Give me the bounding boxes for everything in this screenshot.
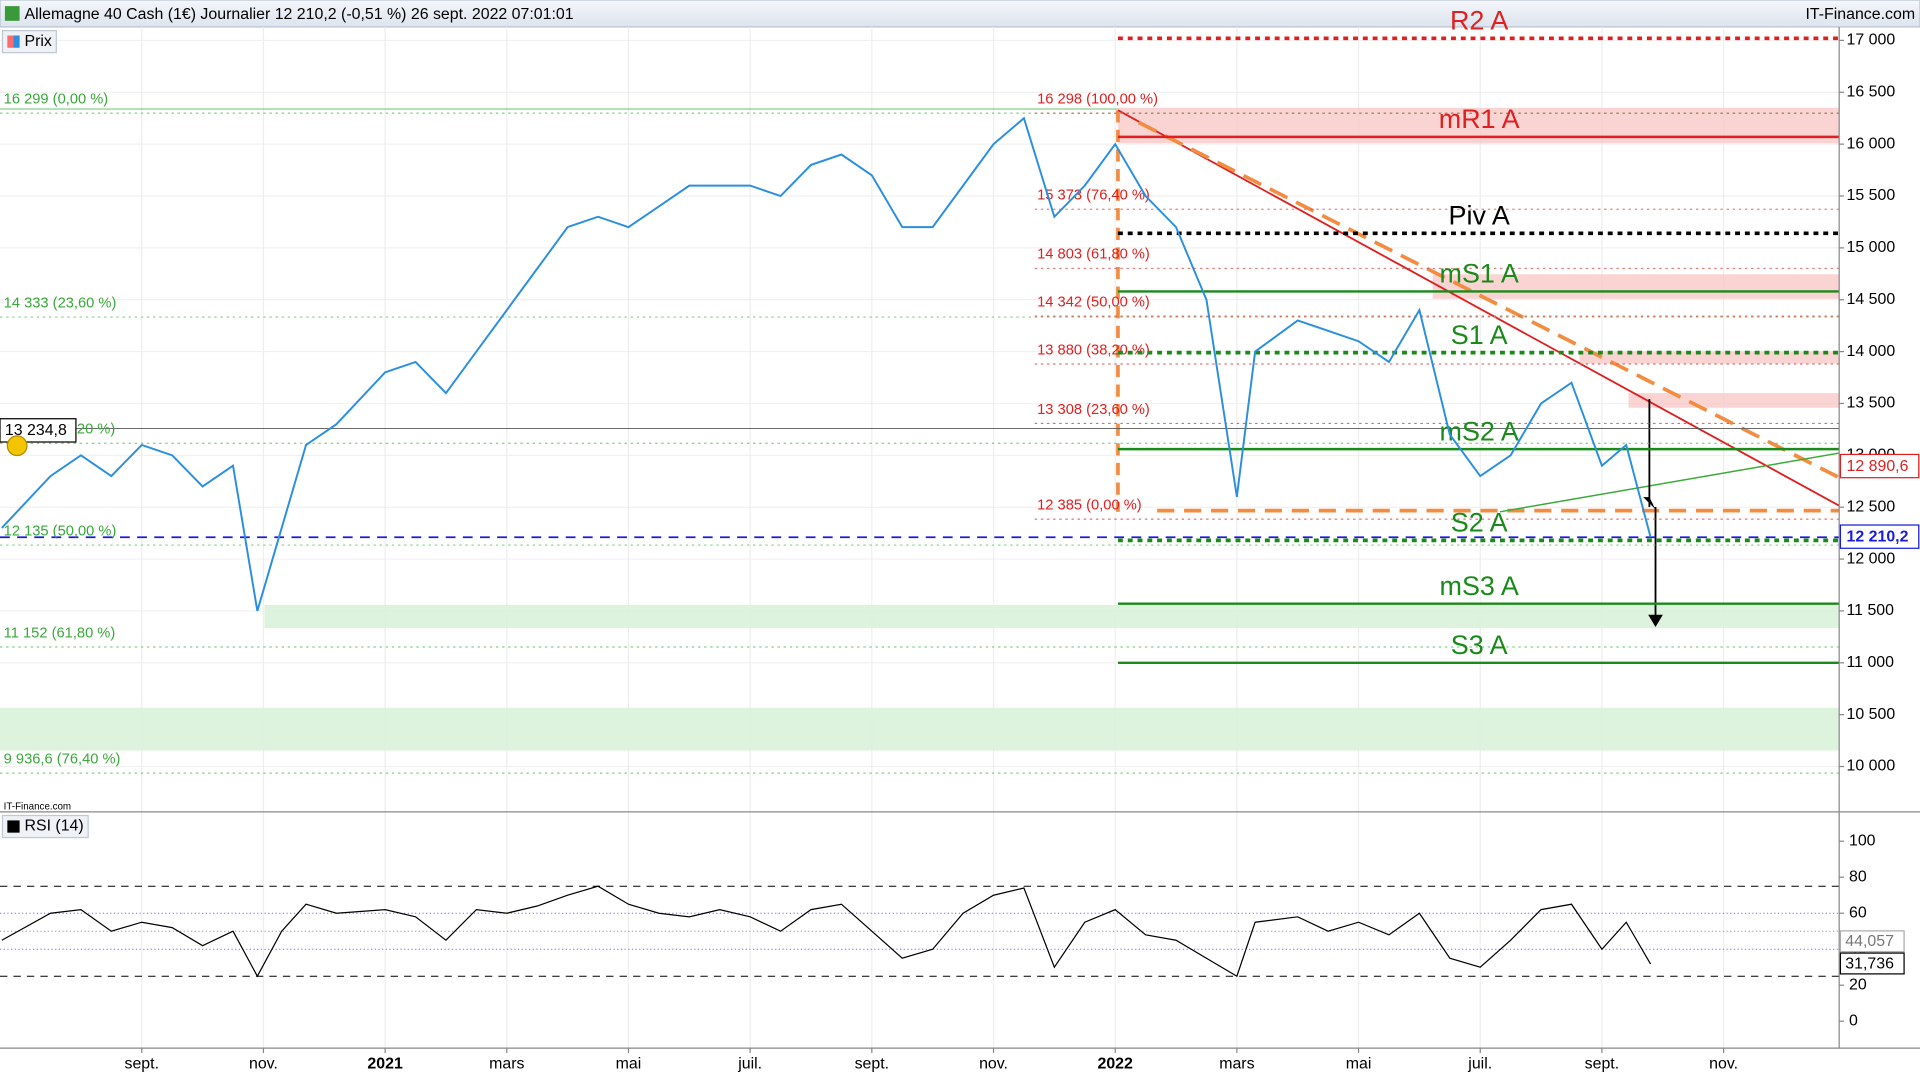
resistance-zone	[1432, 274, 1840, 299]
pivot-label: mR1 A	[1439, 104, 1520, 134]
legend-swatch	[7, 35, 14, 48]
support-zone	[264, 604, 1840, 629]
rsi-tick-label: 20	[1849, 976, 1867, 993]
x-tick-label: nov.	[1709, 1055, 1738, 1072]
y-tick-label: 16 000	[1847, 135, 1896, 152]
fib-label: 13 880 (38,20 %)	[1037, 342, 1150, 358]
fib-label: 11 152 (61,80 %)	[4, 625, 116, 641]
resistance-zone	[1579, 351, 1840, 364]
y-tick-label: 12 000	[1847, 550, 1896, 567]
y-tick-label: 12 500	[1847, 498, 1896, 515]
alert-bell[interactable]	[6, 435, 28, 457]
resistance-zone	[1628, 393, 1840, 408]
arrow-head	[1648, 614, 1663, 627]
x-tick-label: mai	[616, 1055, 642, 1072]
price-badge	[1839, 453, 1920, 479]
pivot-label: S3 A	[1451, 630, 1508, 660]
y-tick-label: 15 000	[1847, 239, 1896, 256]
x-tick-label: juil.	[1467, 1055, 1492, 1072]
rsi-badge-label: 44,057	[1845, 933, 1894, 950]
legend-swatch	[13, 35, 20, 48]
rsi-badge	[1839, 952, 1905, 975]
panel-label: Prix	[24, 33, 51, 50]
rsi-badge	[1839, 930, 1905, 953]
fib-label: 15 373 (76,40 %)	[1037, 188, 1150, 204]
pivot-label: S2 A	[1451, 508, 1508, 538]
price-badge	[1839, 524, 1920, 549]
x-tick-label: 2021	[367, 1055, 403, 1072]
brand[interactable]: IT-Finance.com	[1805, 6, 1915, 23]
x-tick-label: 2022	[1097, 1055, 1133, 1072]
y-tick-label: 10 000	[1847, 758, 1896, 775]
y-tick-label: 15 500	[1847, 187, 1896, 204]
rsi-badge-label: 31,736	[1845, 955, 1894, 972]
rsi-tick-label: 60	[1849, 904, 1867, 921]
pivot-label: R2 A	[1450, 6, 1508, 36]
x-tick-label: mars	[1219, 1055, 1254, 1072]
watermark: IT-Finance.com	[4, 802, 71, 813]
arrow-head	[1643, 497, 1656, 510]
plot-area: 17 000 16 500 16 000 15 500 15 000 14 500 14 0…	[0, 6, 1896, 1072]
y-tick-label: 14 000	[1847, 343, 1896, 360]
legend-swatch	[7, 820, 20, 833]
price-badge-label: 12 210,2	[1847, 528, 1909, 545]
y-tick-label: 14 500	[1847, 291, 1896, 308]
pivot-label: mS3 A	[1440, 571, 1519, 601]
fib-label: 13 308 (23,60 %)	[1037, 402, 1150, 418]
y-tick-label: 10 500	[1847, 706, 1896, 723]
fib-label: 12 385 (0,00 %)	[1037, 498, 1142, 514]
pivot-label: Piv A	[1449, 201, 1510, 231]
rsi-line	[1, 885, 1652, 978]
fib-label: 16 298 (100,00 %)	[1037, 92, 1158, 108]
trend-line	[1117, 109, 1840, 507]
fib-label: 14 342 (50,00 %)	[1037, 295, 1150, 311]
x-tick-label: juil.	[737, 1055, 762, 1072]
rsi-tick-label: 100	[1849, 832, 1876, 849]
fib-label: 9 936,6 (76,40 %)	[4, 752, 121, 768]
trend-channel	[1137, 120, 1841, 480]
support-trend	[1499, 452, 1840, 513]
fib-label: 14 803 (61,80 %)	[1037, 247, 1150, 263]
x-tick-label: sept.	[125, 1055, 159, 1072]
header-bar	[0, 0, 1920, 28]
y-tick-label: 13 500	[1847, 395, 1896, 412]
pivot-label: S1 A	[1451, 320, 1508, 350]
y-tick-label: 17 000	[1847, 32, 1896, 49]
x-tick-label: mars	[489, 1055, 524, 1072]
fib-label: 12 135 (50,00 %)	[4, 523, 117, 539]
pivot-label: mS1 A	[1440, 259, 1519, 289]
x-tick-label: sept.	[855, 1055, 889, 1072]
pivot-label: mS2 A	[1440, 416, 1519, 446]
price-line	[1, 116, 1652, 612]
rsi-tick-label: 80	[1849, 868, 1867, 885]
x-tick-label: nov.	[979, 1055, 1008, 1072]
support-zone	[0, 707, 1840, 751]
price-badge-label: 13 234,8	[5, 422, 67, 439]
price-badge-label: 12 890,6	[1847, 458, 1909, 475]
header-icon	[4, 6, 20, 21]
chart-title: Allemagne 40 Cash (1€) Journalier 12 210…	[24, 6, 573, 23]
fib-label: 14 333 (23,60 %)	[4, 295, 117, 311]
rsi-label: RSI (14)	[24, 818, 83, 835]
y-tick-label: 16 500	[1847, 83, 1896, 100]
x-tick-label: mai	[1346, 1055, 1372, 1072]
fib-label: 16 299 (0,00 %)	[4, 92, 109, 108]
x-tick-label: nov.	[249, 1055, 278, 1072]
rsi-legend[interactable]	[1, 814, 89, 839]
y-tick-label: 11 000	[1847, 654, 1895, 671]
rsi-tick-label: 0	[1849, 1012, 1858, 1029]
y-tick-label: 11 500	[1847, 602, 1895, 619]
x-tick-label: sept.	[1585, 1055, 1619, 1072]
